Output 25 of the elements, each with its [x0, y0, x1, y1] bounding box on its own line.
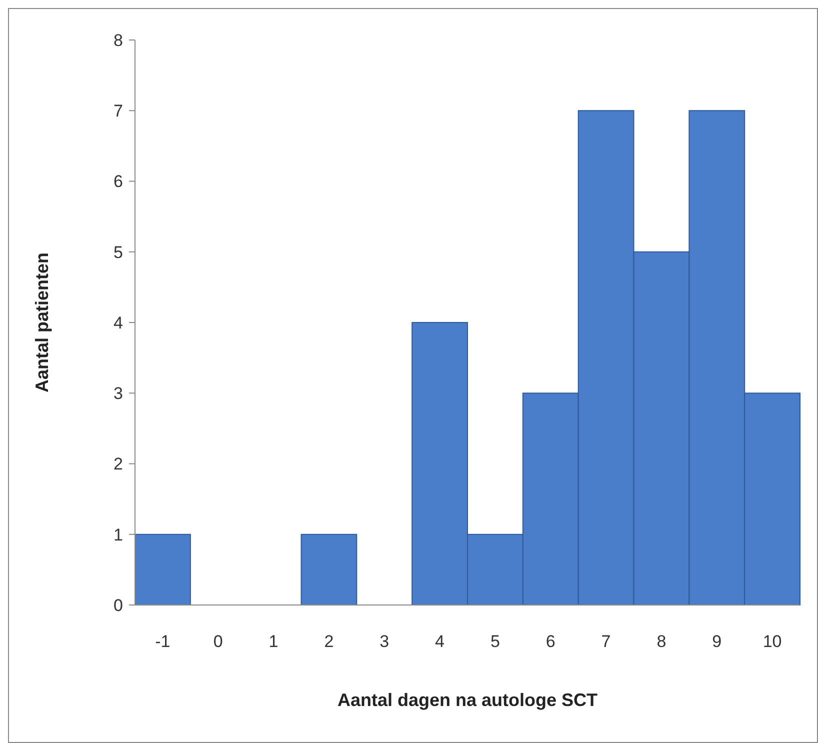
x-tick-label: 5 — [490, 632, 500, 651]
x-tick-label: 0 — [213, 632, 223, 651]
y-tick-label: 4 — [114, 313, 123, 332]
y-tick-label: 7 — [114, 102, 123, 121]
x-axis-title: Aantal dagen na autologe SCT — [337, 690, 598, 710]
x-tick-label: 2 — [324, 632, 334, 651]
x-tick-label: 1 — [268, 632, 278, 651]
y-tick-label: 5 — [114, 242, 123, 262]
x-tick-label: 4 — [435, 632, 445, 651]
x-tick-label: 10 — [762, 632, 782, 651]
x-tick-label: 8 — [656, 632, 666, 651]
bar — [300, 534, 358, 606]
x-tick-label: 3 — [380, 632, 390, 651]
y-tick-label: 6 — [114, 172, 123, 192]
y-axis-title: Aantal patienten — [32, 252, 52, 393]
y-tick-label: 8 — [114, 30, 123, 50]
x-tick-label: -1 — [155, 632, 170, 651]
y-tick-label: 0 — [114, 596, 123, 615]
x-tick-label: 9 — [712, 632, 722, 651]
x-tick-label: 6 — [546, 632, 556, 651]
x-tick-label: 7 — [601, 632, 611, 651]
y-tick-label: 1 — [114, 525, 123, 544]
y-tick-label: 3 — [114, 384, 123, 404]
bar — [134, 534, 191, 606]
y-tick-label: 2 — [114, 454, 123, 474]
